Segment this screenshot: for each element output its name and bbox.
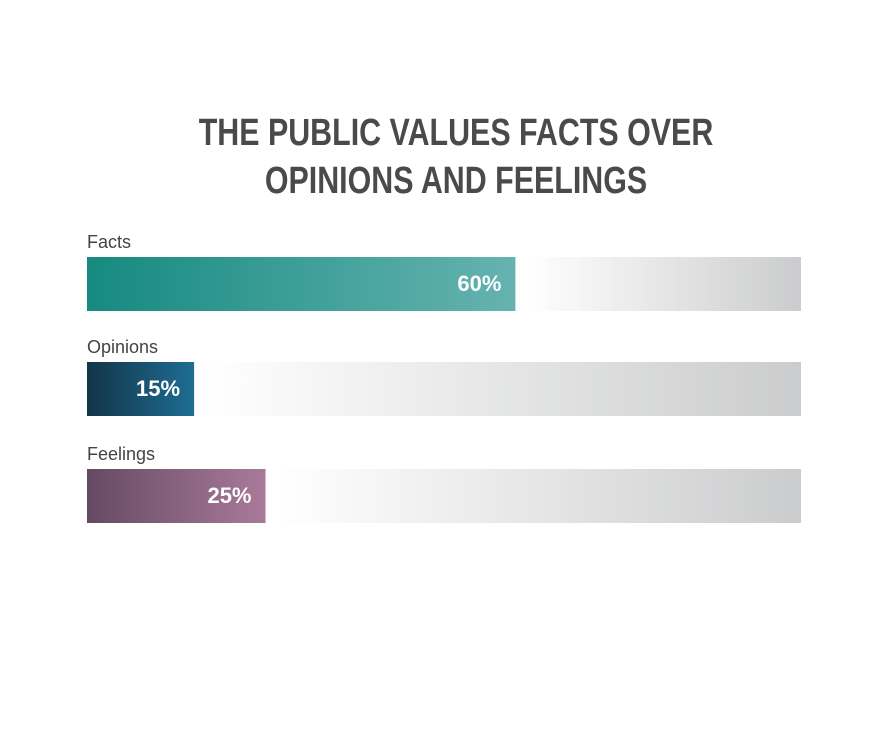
- chart-title: THE PUBLIC VALUES FACTS OVER OPINIONS AN…: [198, 112, 714, 202]
- bar-track: [87, 362, 801, 416]
- bar: [87, 362, 195, 416]
- bar: [87, 257, 516, 311]
- value-label: 60%: [457, 271, 501, 296]
- category-label: Facts: [87, 232, 131, 252]
- category-label: Feelings: [87, 444, 155, 464]
- bar: [87, 469, 266, 523]
- value-label: 25%: [207, 483, 251, 508]
- value-label: 15%: [136, 376, 180, 401]
- category-label: Opinions: [87, 337, 158, 357]
